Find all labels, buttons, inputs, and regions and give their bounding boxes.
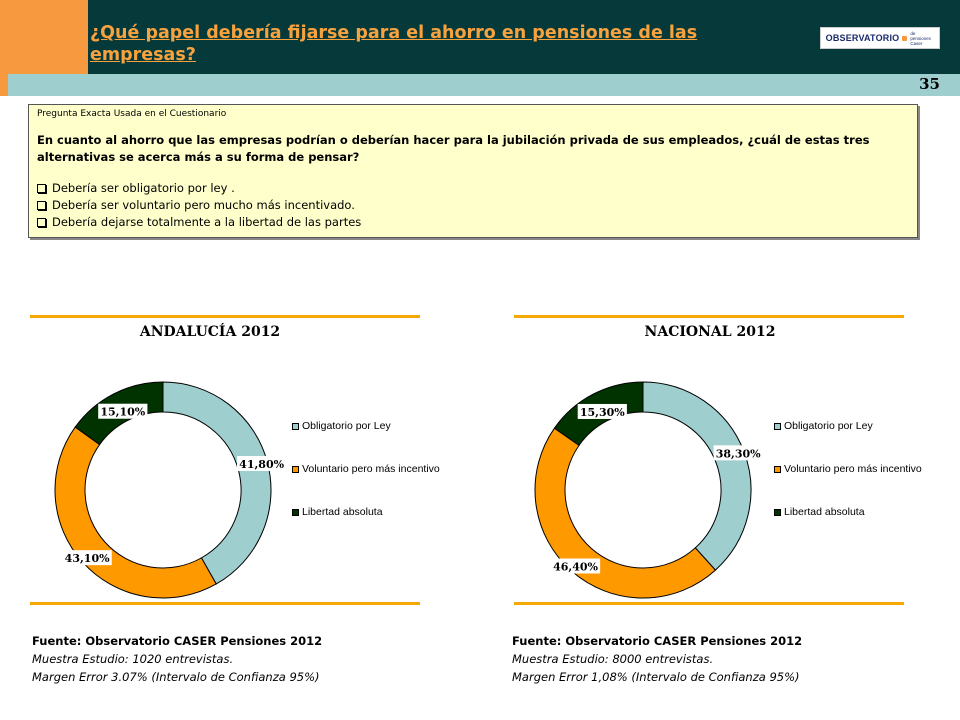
legend-label: Obligatorio por Ley	[302, 420, 391, 432]
observatorio-logo: OBSERVATORIO de pensiones Caser	[820, 27, 940, 49]
slice-obligatorio	[642, 381, 752, 571]
data-label-background	[713, 445, 763, 461]
page-number: 35	[919, 75, 940, 93]
legend-item: Libertad absoluta	[292, 506, 383, 518]
data-label-background	[62, 550, 112, 566]
checkbox-icon	[37, 184, 46, 193]
question-options: Debería ser obligatorio por ley . Deberí…	[37, 180, 909, 231]
source-andalucia: Fuente: Observatorio CASER Pensiones 201…	[32, 632, 452, 686]
donut-chart-andalucia: 41,80% 43,10% 15,10%	[54, 381, 287, 599]
option-label: Debería ser obligatorio por ley .	[52, 181, 235, 195]
legend-label: Libertad absoluta	[302, 506, 383, 518]
page-title[interactable]: ¿Qué papel debería fijarse para el ahorr…	[90, 23, 698, 65]
legend-item: Voluntario pero más incentivo	[292, 463, 440, 475]
legend-swatch-obligatorio	[292, 422, 299, 430]
legend-swatch-voluntario	[774, 465, 781, 473]
checkbox-icon	[37, 218, 46, 227]
legend-item: Obligatorio por Ley	[292, 420, 391, 432]
donut-chart-nacional: 38,30% 46,40% 15,30%	[534, 381, 763, 599]
slice-voluntario	[534, 427, 717, 599]
slice-obligatorio	[162, 381, 272, 585]
source-title: Fuente: Observatorio CASER Pensiones 201…	[512, 634, 803, 648]
data-label-libertad: 15,10%	[100, 406, 145, 419]
source-nacional: Fuente: Observatorio CASER Pensiones 201…	[512, 632, 932, 686]
data-label-libertad: 15,30%	[580, 406, 625, 419]
legend-swatch-libertad	[774, 508, 781, 516]
chart-title-nacional: NACIONAL 2012	[644, 324, 776, 340]
data-label-background	[237, 456, 287, 472]
source-sample: Muestra Estudio: 8000 entrevistas.	[512, 652, 714, 666]
legend-label: Voluntario pero más incentivo	[302, 463, 440, 475]
source-sample: Muestra Estudio: 1020 entrevistas.	[32, 652, 234, 666]
logo-text: OBSERVATORIO	[825, 33, 900, 43]
data-label-obligatorio: 38,30%	[716, 447, 761, 460]
data-label-obligatorio: 41,80%	[239, 458, 284, 471]
legend-label: Libertad absoluta	[784, 506, 865, 518]
source-margin: Margen Error 3.07% (Intervalo de Confian…	[32, 670, 320, 684]
question-option: Debería dejarse totalmente a la libertad…	[37, 214, 909, 231]
legend-item: Voluntario pero más incentivo	[774, 463, 922, 475]
legend-andalucia: Obligatorio por Ley Voluntario pero más i…	[292, 420, 462, 530]
logo-sub: de pensiones Caser	[910, 30, 931, 46]
question-label: Pregunta Exacta Usada en el Cuestionario	[37, 109, 227, 119]
divider-rule	[30, 602, 420, 605]
sub-band	[0, 74, 960, 96]
question-option: Debería ser voluntario pero mucho más in…	[37, 197, 909, 214]
legend-label: Voluntario pero más incentivo	[784, 463, 922, 475]
legend-swatch-libertad	[292, 508, 299, 516]
header-band	[0, 0, 960, 74]
question-text: En cuanto al ahorro que las empresas pod…	[37, 133, 870, 164]
sub-band-accent	[0, 74, 8, 96]
question-box: Pregunta Exacta Usada en el Cuestionario…	[28, 104, 918, 238]
legend-item: Obligatorio por Ley	[774, 420, 873, 432]
divider-rule	[30, 315, 420, 318]
chart-title-andalucia: ANDALUCÍA 2012	[139, 324, 281, 340]
source-margin: Margen Error 1,08% (Intervalo de Confian…	[512, 670, 800, 684]
header-accent	[0, 0, 88, 74]
data-label-background	[577, 403, 627, 419]
data-label-background	[98, 403, 148, 419]
slice-voluntario	[54, 426, 217, 599]
divider-rule	[514, 315, 904, 318]
source-title: Fuente: Observatorio CASER Pensiones 201…	[32, 634, 323, 648]
legend-nacional: Obligatorio por Ley Voluntario pero más i…	[774, 420, 949, 530]
question-option: Debería ser obligatorio por ley .	[37, 180, 909, 197]
divider-rule	[514, 602, 904, 605]
data-label-voluntario: 46,40%	[553, 561, 598, 574]
option-label: Debería ser voluntario pero mucho más in…	[52, 198, 355, 212]
legend-item: Libertad absoluta	[774, 506, 865, 518]
legend-label: Obligatorio por Ley	[784, 420, 873, 432]
data-label-background	[550, 558, 601, 574]
legend-swatch-voluntario	[292, 465, 299, 473]
checkbox-icon	[37, 201, 46, 210]
legend-swatch-obligatorio	[774, 422, 781, 430]
data-label-voluntario: 43,10%	[65, 552, 110, 565]
logo-mark-icon	[902, 35, 908, 41]
option-label: Debería dejarse totalmente a la libertad…	[52, 215, 362, 229]
